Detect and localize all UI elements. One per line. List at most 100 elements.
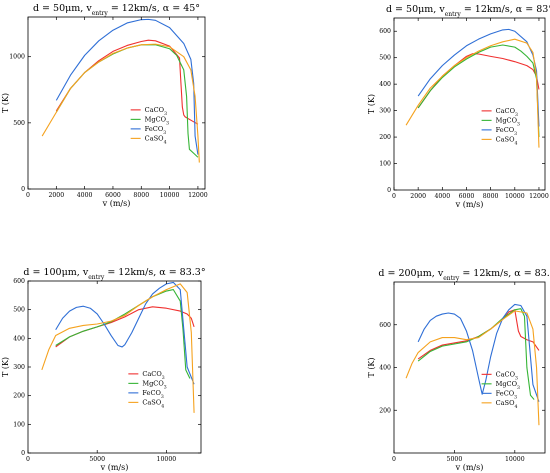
legend-label-subscript: 3 (164, 111, 167, 117)
y-axis-label: T (K) (367, 357, 376, 377)
legend-label-text: CaSO (142, 399, 161, 407)
y-tick-label: 0 (21, 450, 25, 457)
legend-label-subscript: 3 (517, 385, 520, 391)
plot-frame (393, 17, 546, 191)
chart-panel-3: d = 100μm, ventry = 12km/s, α = 83.3° 0 50… (1, 267, 206, 472)
series-line-caco3 (55, 39, 199, 125)
y-tick-label: 600 (379, 322, 391, 329)
legend-label-feco3: FeCO3 (145, 125, 167, 136)
legend-label-subscript: 3 (515, 112, 518, 118)
y-tick-label: 300 (379, 108, 391, 115)
chart-title-subscript: entry (445, 11, 462, 18)
chart-title: d = 200μm, ventry = 12km/s, α = 83.1° (378, 268, 550, 282)
legend-label-feco3: FeCO3 (496, 126, 518, 137)
x-axis-label: v (m/s) (100, 463, 129, 472)
y-tick-label: 200 (379, 407, 391, 414)
x-tick-label: 2000 (48, 192, 64, 199)
x-tick-label: 10000 (160, 192, 180, 199)
legend-label-text: FeCO (145, 125, 164, 133)
x-tick-label: 12000 (529, 193, 549, 200)
chart-panel-4: d = 200μm, ventry = 12km/s, α = 83.1° 0 50… (367, 268, 550, 472)
x-tick-label: 12000 (188, 192, 208, 199)
chart-title-text: = 12km/s, α = 83° (461, 4, 550, 15)
chart-title-text: = 12km/s, α = 45° (108, 3, 200, 14)
legend-label-subscript: 3 (517, 121, 520, 127)
legend-label-caco3: CaCO3 (142, 370, 164, 381)
legend-label-caso4: CaSO4 (496, 136, 518, 147)
x-axis-label: v (m/s) (455, 463, 484, 472)
legend-label-text: MgCO (145, 116, 167, 124)
legend-label-text: CaSO (145, 135, 164, 143)
series-line-feco3 (417, 28, 540, 127)
y-tick-label: 500 (13, 120, 25, 127)
series-line-caso4 (405, 310, 540, 426)
chart-title-subscript: entry (88, 274, 105, 281)
legend-label-text: CaCO (145, 106, 165, 114)
series-line-mgco3 (55, 289, 191, 379)
x-axis-label: v (m/s) (455, 200, 484, 209)
series-line-caso4 (405, 38, 540, 148)
series-line-caso4 (41, 283, 195, 413)
y-axis-label: T (K) (367, 94, 376, 114)
y-axis-label: T (K) (1, 357, 10, 377)
legend-label-subscript: 3 (515, 375, 518, 381)
legend-label-subscript: 4 (514, 404, 517, 410)
legend-label-subscript: 3 (514, 131, 517, 137)
chart-title-text: d = 200μm, v (378, 268, 443, 279)
legend-label-text: FeCO (496, 390, 515, 398)
chart-title: d = 100μm, ventry = 12km/s, α = 83.3° (23, 267, 205, 281)
legend-label-text: MgCO (496, 117, 518, 125)
legend-label-text: MgCO (142, 380, 164, 388)
x-tick-label: 2000 (410, 193, 426, 200)
series-line-mgco3 (417, 44, 540, 138)
x-tick-label: 0 (26, 456, 30, 463)
y-tick-label: 500 (379, 55, 391, 62)
legend-label-feco3: FeCO3 (496, 390, 518, 401)
x-tick-label: 0 (392, 193, 396, 200)
legend-label-subscript: 3 (164, 384, 167, 390)
legend-label-mgco3: MgCO3 (142, 380, 166, 391)
x-tick-label: 10000 (505, 193, 525, 200)
x-tick-label: 5000 (447, 456, 463, 463)
x-tick-label: 5000 (89, 456, 105, 463)
legend-label-subscript: 3 (161, 394, 164, 400)
chart-title-text: = 12km/s, α = 83.1° (459, 268, 550, 279)
legend-label-mgco3: MgCO3 (496, 380, 520, 391)
legend-label-caso4: CaSO4 (496, 399, 518, 410)
x-tick-label: 10000 (157, 456, 177, 463)
y-tick-label: 600 (379, 28, 391, 35)
legend-label-subscript: 3 (514, 394, 517, 400)
x-tick-label: 4000 (434, 193, 450, 200)
y-tick-label: 400 (379, 365, 391, 372)
series-line-caso4 (41, 43, 200, 163)
y-tick-label: 300 (13, 364, 25, 371)
legend-label-subscript: 3 (162, 375, 165, 381)
y-tick-label: 100 (379, 161, 391, 168)
legend-label-text: MgCO (496, 380, 518, 388)
legend-label-caso4: CaSO4 (142, 399, 164, 410)
series-line-caco3 (417, 53, 540, 109)
y-tick-label: 200 (13, 393, 25, 400)
chart-title-subscript: entry (443, 275, 460, 282)
x-tick-label: 6000 (459, 193, 475, 200)
y-tick-label: 200 (379, 134, 391, 141)
series-line-mgco3 (55, 44, 199, 158)
legend-label-caco3: CaCO3 (496, 107, 518, 118)
legend-label-subscript: 3 (163, 130, 166, 136)
legend-label-mgco3: MgCO3 (145, 116, 169, 127)
series-line-feco3 (417, 303, 540, 402)
chart-title: d = 50μm, ventry = 12km/s, α = 45° (33, 3, 200, 17)
y-tick-label: 0 (21, 186, 25, 193)
y-axis-label: T (K) (1, 93, 10, 113)
legend-label-text: CaCO (142, 370, 162, 378)
legend-label-feco3: FeCO3 (142, 389, 164, 400)
y-tick-label: 1000 (9, 54, 25, 61)
legend-label-caso4: CaSO4 (145, 135, 167, 146)
legend-label-text: CaCO (496, 107, 516, 115)
legend-label-subscript: 4 (514, 140, 517, 146)
x-tick-label: 10000 (505, 456, 525, 463)
